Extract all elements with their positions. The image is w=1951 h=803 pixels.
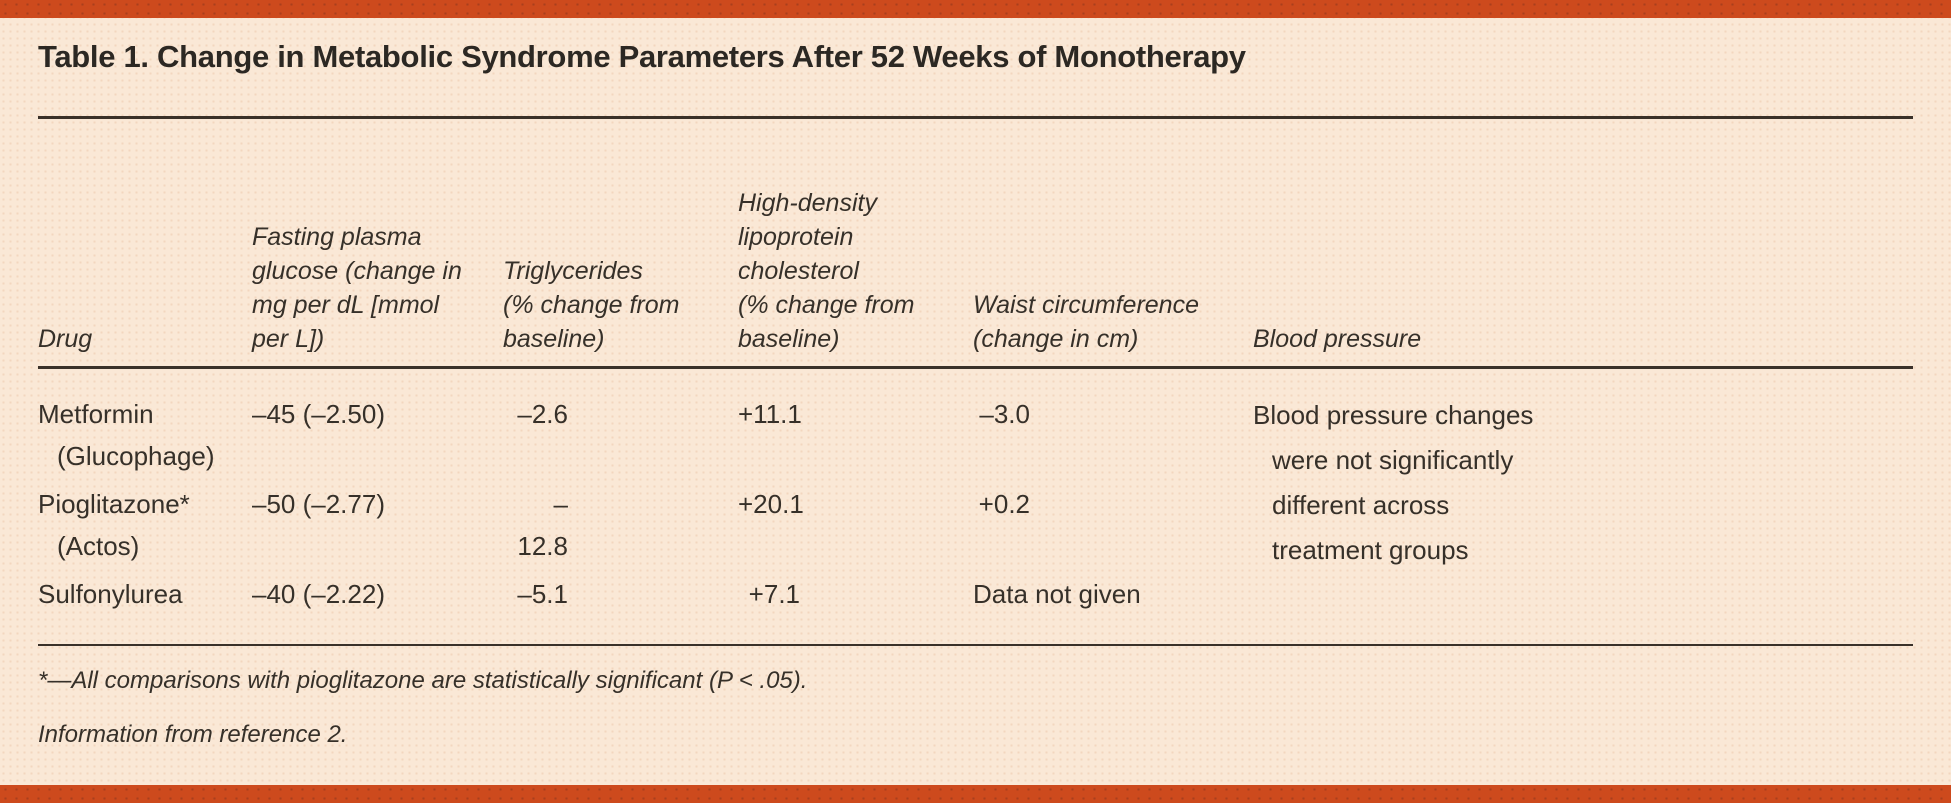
column-header-waist-circumference: Waist circumference (change in cm) bbox=[973, 119, 1253, 369]
drug-name-text: Pioglitazone* (Actos) bbox=[38, 488, 190, 561]
cell-triglycerides: –12.8 bbox=[503, 477, 738, 567]
cell-triglycerides: –5.1 bbox=[503, 567, 738, 615]
cell-hdl: +7.1 bbox=[738, 567, 973, 615]
hdl-value: +20.1 bbox=[738, 488, 804, 519]
title-divider-line bbox=[38, 116, 1913, 119]
metabolic-parameters-table: Drug Fasting plasma glucose (change in m… bbox=[38, 119, 1913, 615]
waist-value: –3.0 bbox=[979, 398, 1030, 429]
column-header-drug: Drug bbox=[38, 119, 252, 369]
drug-name-text: Sulfonylurea bbox=[38, 578, 183, 609]
cell-hdl: +20.1 bbox=[738, 477, 973, 567]
column-header-hdl-cholesterol: High-density lipoprotein cholesterol (% … bbox=[738, 119, 973, 369]
cell-fasting-glucose: –45 (–2.50) bbox=[252, 367, 503, 477]
triglycerides-value: –5.1 bbox=[517, 578, 568, 609]
cell-drug-name: Pioglitazone* (Actos) bbox=[38, 477, 252, 567]
cell-waist: –3.0 bbox=[973, 367, 1253, 477]
cell-blood-pressure-note: Blood pressure changes were not signific… bbox=[1253, 367, 1913, 615]
cell-drug-name: Sulfonylurea bbox=[38, 567, 252, 615]
waist-value: Data not given bbox=[973, 578, 1141, 609]
column-header-triglycerides: Triglycerides (% change from baseline) bbox=[503, 119, 738, 369]
cell-triglycerides: –2.6 bbox=[503, 367, 738, 477]
hdl-value: +7.1 bbox=[748, 578, 800, 609]
footnote-significance: *—All comparisons with pioglitazone are … bbox=[38, 666, 808, 694]
top-accent-bar bbox=[0, 0, 1951, 18]
hdl-value: +11.1 bbox=[738, 398, 802, 429]
fasting-glucose-value: –45 (–2.50) bbox=[252, 398, 385, 429]
table-content-area: Table 1. Change in Metabolic Syndrome Pa… bbox=[38, 18, 1913, 750]
table-row-metformin: Metformin (Glucophage) –45 (–2.50) –2.6 … bbox=[38, 367, 1913, 565]
triglycerides-value: –2.6 bbox=[517, 398, 568, 429]
column-header-blood-pressure: Blood pressure bbox=[1253, 119, 1913, 369]
table-header-row: Drug Fasting plasma glucose (change in m… bbox=[38, 119, 1913, 369]
cell-fasting-glucose: –50 (–2.77) bbox=[252, 477, 503, 567]
bottom-accent-bar bbox=[0, 785, 1951, 803]
table-title: Table 1. Change in Metabolic Syndrome Pa… bbox=[38, 39, 1246, 74]
cell-fasting-glucose: –40 (–2.22) bbox=[252, 567, 503, 615]
cell-waist: Data not given bbox=[973, 567, 1253, 615]
column-header-fasting-glucose: Fasting plasma glucose (change in mg per… bbox=[252, 119, 503, 369]
cell-drug-name: Metformin (Glucophage) bbox=[38, 367, 252, 477]
cell-waist: +0.2 bbox=[973, 477, 1253, 567]
footnote-divider-line bbox=[38, 643, 1913, 646]
blood-pressure-note-text: Blood pressure changes were not signific… bbox=[1253, 399, 1534, 565]
footnote-source: Information from reference 2. bbox=[38, 720, 348, 748]
table-row-sulfonylurea: Sulfonylurea –40 (–2.22) –5.1 +7.1 Data … bbox=[38, 567, 1913, 615]
triglycerides-value: –12.8 bbox=[517, 488, 568, 561]
table-row-pioglitazone: Pioglitazone* (Actos) –50 (–2.77) –12.8 … bbox=[38, 477, 1913, 567]
drug-name-text: Metformin (Glucophage) bbox=[38, 398, 215, 471]
fasting-glucose-value: –50 (–2.77) bbox=[252, 488, 385, 519]
cell-hdl: +11.1 bbox=[738, 367, 973, 477]
waist-value: +0.2 bbox=[978, 488, 1030, 519]
fasting-glucose-value: –40 (–2.22) bbox=[252, 578, 385, 609]
